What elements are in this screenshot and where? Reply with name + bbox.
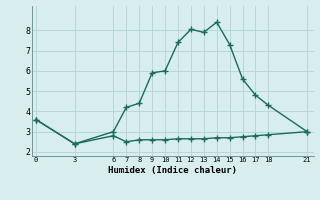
X-axis label: Humidex (Indice chaleur): Humidex (Indice chaleur) [108, 166, 237, 175]
